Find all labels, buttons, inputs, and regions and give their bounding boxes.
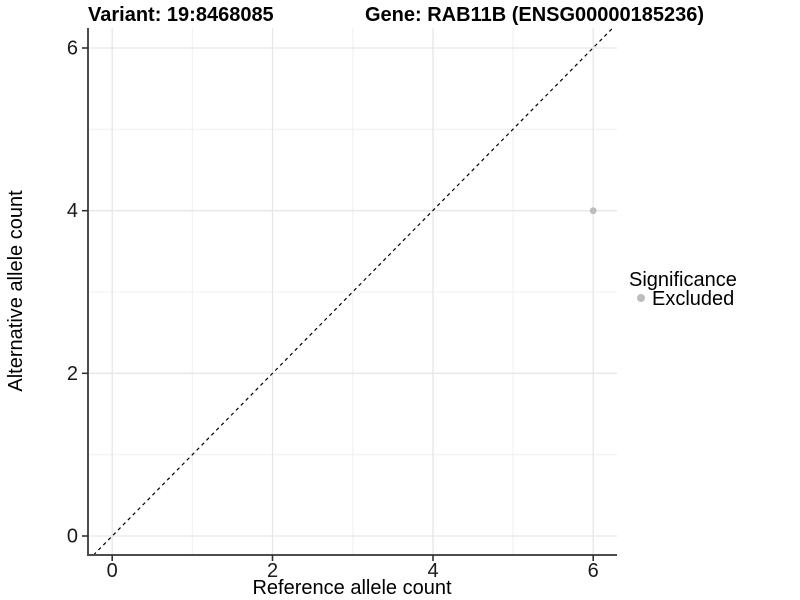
x-tick-6: 6 (588, 560, 599, 582)
y-tick-4: 4 (67, 200, 78, 222)
legend: Significance Excluded (629, 269, 737, 310)
gridlines-major (88, 28, 617, 555)
variant-title: Variant: 19:8468085 (88, 4, 274, 26)
y-axis-ticks (82, 47, 88, 537)
y-axis-tick-labels: 0 2 4 6 (67, 38, 78, 548)
y-tick-2: 2 (67, 363, 78, 385)
axis-lines (87, 28, 617, 556)
x-tick-0: 0 (107, 560, 118, 582)
y-tick-6: 6 (67, 38, 78, 60)
x-tick-2: 2 (267, 560, 278, 582)
y-tick-0: 0 (67, 526, 78, 548)
data-point (589, 207, 597, 215)
y-axis-title: Alternative allele count (5, 190, 27, 392)
legend-title: Significance (629, 269, 737, 291)
legend-swatch-circle-icon (637, 294, 645, 302)
legend-item-excluded: Excluded (652, 288, 734, 310)
x-tick-4: 4 (427, 560, 438, 582)
x-axis-title: Reference allele count (252, 577, 451, 599)
gridlines-minor (88, 28, 617, 555)
gene-title: Gene: RAB11B (ENSG00000185236) (365, 4, 704, 26)
x-axis-ticks (111, 555, 595, 561)
x-axis-tick-labels: 0 2 4 6 (107, 560, 599, 582)
identity-reference-line (93, 27, 614, 556)
